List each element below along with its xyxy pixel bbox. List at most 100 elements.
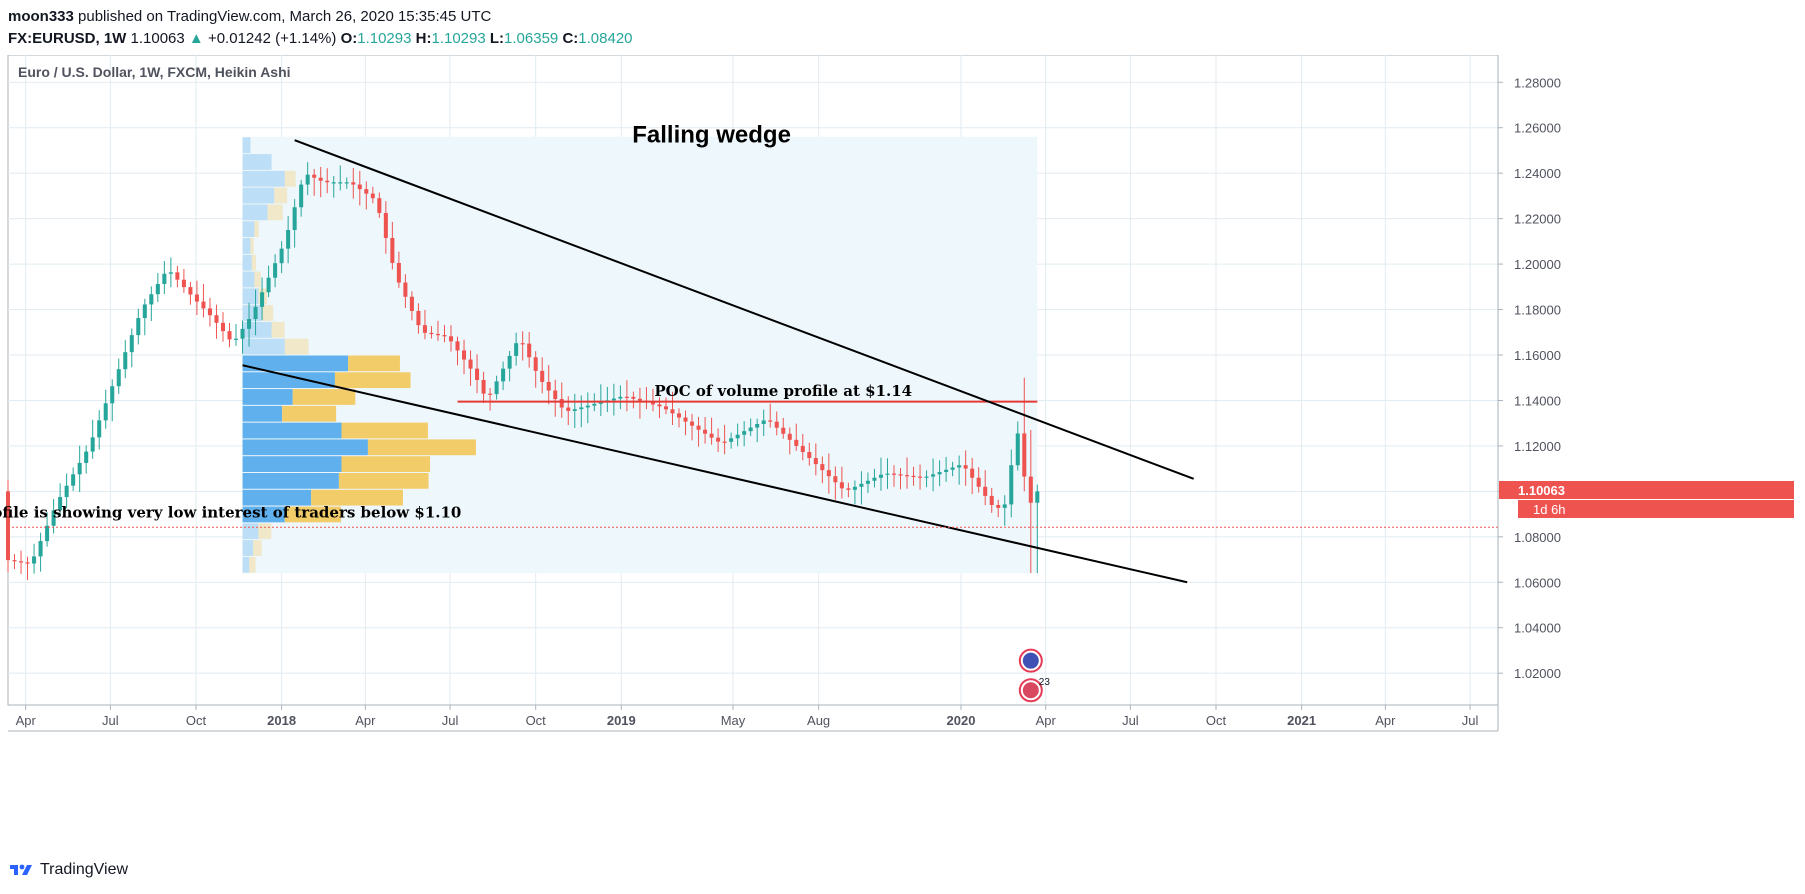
y-tick-label: 1.20000 <box>1514 257 1561 272</box>
candle-body <box>957 465 962 468</box>
volume-profile-bar-up <box>242 422 342 439</box>
candle-body <box>475 368 480 380</box>
candle-body <box>924 476 929 478</box>
candle-body <box>286 230 291 249</box>
volume-profile-bar-down <box>251 254 257 271</box>
volume-profile-bar-down <box>367 439 476 456</box>
candle-body <box>872 477 877 481</box>
candle-body <box>90 437 95 452</box>
volume-profile-bar-down <box>341 422 428 439</box>
candle-body <box>84 451 89 463</box>
volume-profile-bar-up <box>242 170 285 187</box>
candle-body <box>944 469 949 473</box>
x-tick-label: Apr <box>1036 713 1057 728</box>
candle-body <box>188 287 193 295</box>
candle-body <box>292 207 297 230</box>
candle-body <box>800 445 805 452</box>
candle-body <box>214 315 219 323</box>
candle-body <box>110 386 115 404</box>
volume-profile-bar-up <box>242 338 285 355</box>
candle-body <box>839 482 844 489</box>
candle-body <box>5 491 11 561</box>
volume-profile-bar-down <box>284 338 309 355</box>
candle-body <box>312 174 317 178</box>
volume-profile-bar-down <box>254 271 261 288</box>
candle-body <box>351 182 356 185</box>
volume-profile-bar-down <box>341 456 431 472</box>
candle-body <box>859 483 864 487</box>
candle-body <box>488 393 493 395</box>
volume-profile-bar-down <box>254 221 259 238</box>
candle-body <box>429 332 434 335</box>
symbol-line: FX:EURUSD, 1W 1.10063 ▲ +0.01242 (+1.14%… <box>8 28 633 50</box>
eu-flag-event-icon[interactable] <box>1018 648 1043 673</box>
candle-body <box>357 184 362 190</box>
y-tick-label: 1.12000 <box>1514 439 1561 454</box>
candle-body <box>1015 433 1020 466</box>
x-tick-label: Jul <box>1122 713 1139 728</box>
candle-body <box>637 398 642 401</box>
candle-body <box>885 473 890 475</box>
candle-body <box>820 464 825 471</box>
candle-body <box>742 431 747 435</box>
volume-profile-bar-down <box>284 506 341 523</box>
y-tick-label: 1.22000 <box>1514 212 1561 227</box>
candle-body <box>58 497 63 511</box>
publish-info: published on TradingView.com, March 26, … <box>78 8 492 25</box>
volume-profile-bar-up <box>242 305 263 321</box>
candle-body <box>774 421 779 428</box>
candle-body <box>279 248 284 264</box>
x-axis: Apr Jul Oct 2018 Apr Jul Oct 2019 May Aug 2020 Apr J… <box>8 704 1498 732</box>
candle-body <box>918 476 923 478</box>
volume-profile-bar-down <box>274 187 288 204</box>
candle-body <box>442 335 447 337</box>
y-tick-label: 1.24000 <box>1514 166 1561 181</box>
candle-body <box>45 525 50 542</box>
candle-body <box>448 336 454 342</box>
countdown-tag <box>1518 500 1794 518</box>
candle-body <box>611 398 616 401</box>
volume-profile-bar-up <box>242 271 255 288</box>
author-name[interactable]: moon333 <box>8 8 74 25</box>
publish-line: moon333 published on TradingView.com, Ma… <box>8 6 633 28</box>
candle-body <box>748 427 753 432</box>
wedge-upper-trendline <box>294 139 1195 480</box>
candle-body <box>38 541 43 557</box>
volume-profile-bar-up <box>242 405 283 422</box>
candle-body <box>299 184 304 208</box>
candle-body <box>409 296 414 311</box>
candle-body <box>318 177 323 181</box>
candle-body <box>481 380 486 394</box>
volume-profile-bar-up <box>242 439 368 456</box>
candle-body <box>325 180 330 183</box>
candle-body <box>136 318 141 336</box>
volume-profile-bar-up <box>242 556 250 573</box>
x-tick-label: Apr <box>16 713 37 728</box>
us-flag-event-icon[interactable]: 23 <box>1018 677 1051 703</box>
x-tick-label: 2019 <box>607 713 636 728</box>
candle-body <box>937 472 942 475</box>
candle-body <box>976 477 981 487</box>
candle-body <box>813 458 818 465</box>
candle-body <box>631 396 636 399</box>
candle-body <box>585 405 590 408</box>
candle-body <box>722 441 727 443</box>
last-price-tag-label: 1.10063 <box>1518 483 1565 498</box>
candle-body <box>51 510 56 526</box>
candle-body <box>501 368 506 382</box>
candle-body <box>898 474 903 476</box>
close-label: C: <box>562 30 579 47</box>
price-chart[interactable]: Falling wedge POC of volume profile at $1… <box>0 55 1805 855</box>
candle-body <box>579 407 584 410</box>
candle-body <box>833 476 838 483</box>
candle-body <box>123 352 128 370</box>
candle-body <box>383 212 388 238</box>
candle-body <box>566 407 571 411</box>
candle-body <box>25 562 30 564</box>
x-tick-label: Oct <box>526 713 547 728</box>
symbol-label: FX:EURUSD, 1W <box>8 30 127 47</box>
countdown-label: 1d 6h <box>1533 502 1566 517</box>
footer-brand[interactable]: TradingView <box>40 861 129 878</box>
candle-body <box>494 381 499 395</box>
candle-body <box>676 413 682 418</box>
